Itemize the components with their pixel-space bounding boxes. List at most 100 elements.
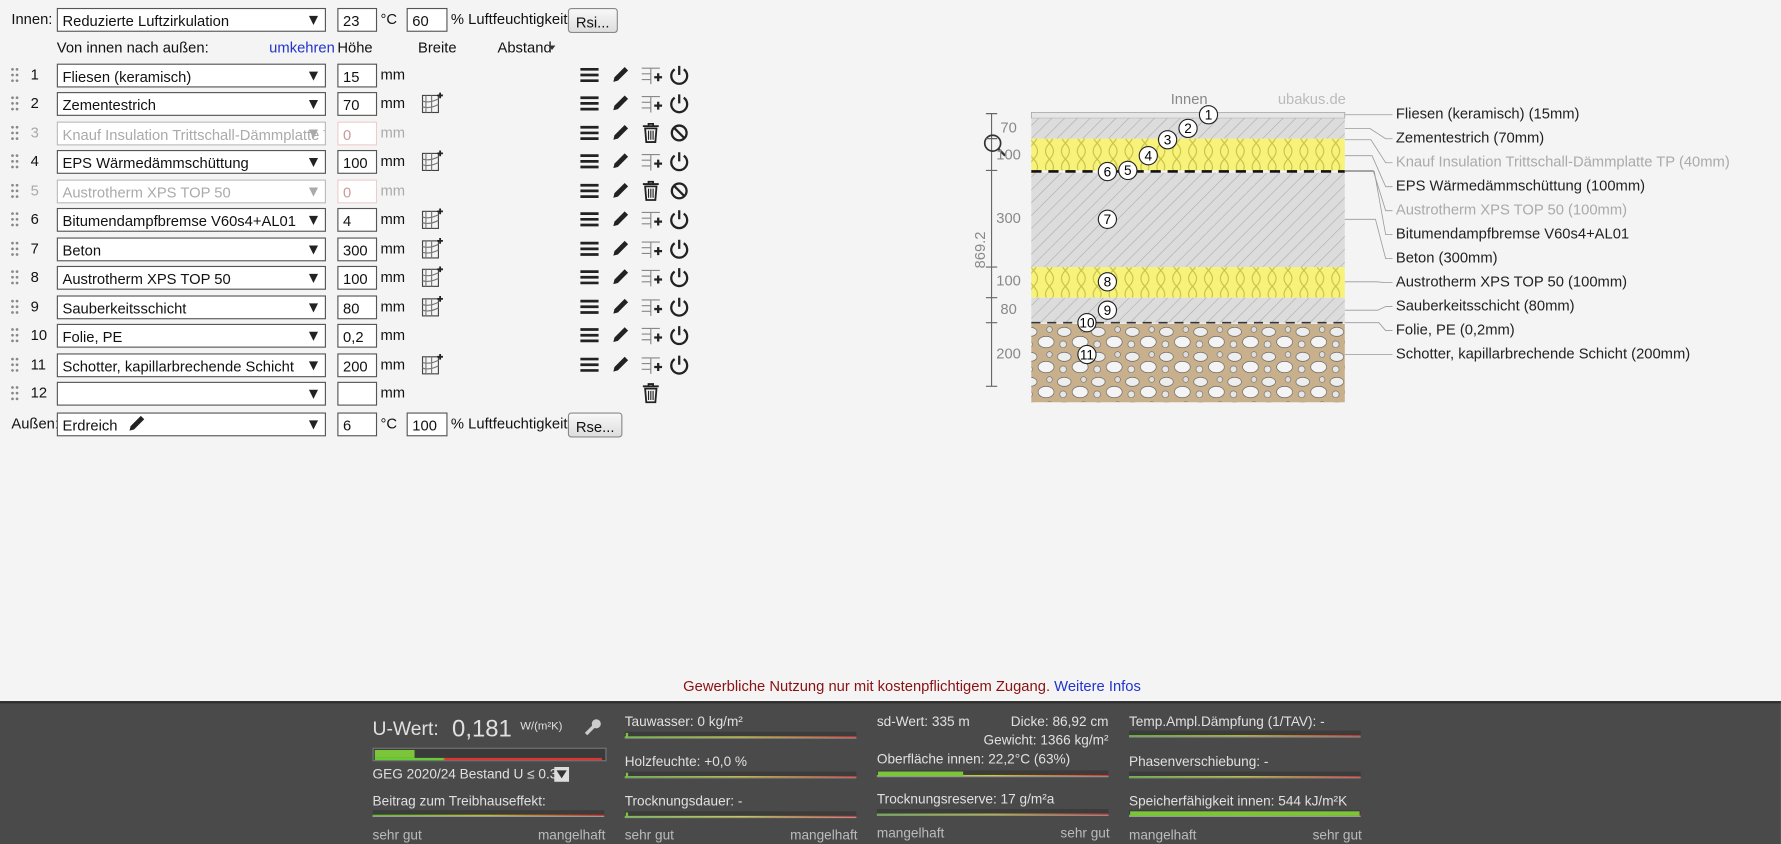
drag-handle[interactable] — [3, 324, 26, 347]
edit-button[interactable] — [609, 353, 632, 376]
layer-menu[interactable] — [578, 121, 601, 144]
layer-material[interactable]: Knauf Insulation Trittschall-Dämmplatte … — [56, 121, 326, 146]
layer-material[interactable]: Fliesen (keramisch) — [56, 63, 326, 88]
drag-handle[interactable] — [3, 121, 26, 144]
add-sublayer-button[interactable] — [639, 64, 663, 87]
pattern-button[interactable] — [420, 93, 443, 116]
outside-humidity[interactable]: 100 — [406, 412, 448, 437]
layer-thickness[interactable]: 300 — [337, 237, 378, 261]
add-sublayer-button[interactable] — [639, 266, 663, 289]
drag-handle[interactable] — [3, 93, 26, 116]
layer-thickness[interactable]: 70 — [337, 92, 378, 117]
layer-thickness[interactable]: 0 — [337, 121, 378, 146]
toggle-button[interactable] — [668, 93, 691, 116]
inside-humidity[interactable]: 60 — [406, 7, 448, 32]
layer-thickness[interactable]: 100 — [337, 266, 378, 290]
layer-menu[interactable] — [578, 324, 601, 347]
layer-thickness[interactable]: 80 — [337, 294, 378, 319]
toggle-button[interactable] — [668, 208, 691, 231]
toggle-button[interactable] — [668, 295, 691, 318]
layer-material[interactable]: Folie, PE — [56, 323, 326, 348]
layer-material[interactable] — [56, 381, 326, 406]
add-sublayer-button[interactable] — [639, 208, 663, 231]
zoom-icon[interactable] — [983, 134, 1002, 152]
edit-button[interactable] — [609, 208, 632, 231]
toggle-button[interactable] — [668, 353, 691, 376]
reverse-link[interactable]: umkehren — [269, 38, 335, 56]
edit-button[interactable] — [609, 121, 632, 144]
disabled-button[interactable] — [668, 121, 691, 144]
outside-climate[interactable]: Erdreich — [56, 412, 326, 437]
inside-temp[interactable]: 23 — [337, 7, 378, 32]
outside-temp[interactable]: 6 — [337, 412, 378, 437]
more-info-link[interactable]: Weitere Infos — [1054, 677, 1141, 695]
add-sublayer-button[interactable] — [639, 295, 663, 318]
pattern-button[interactable] — [420, 237, 443, 260]
toggle-button[interactable] — [668, 266, 691, 289]
layer-thickness[interactable]: 200 — [337, 352, 378, 377]
edit-button[interactable] — [609, 150, 632, 173]
layer-menu[interactable] — [578, 93, 601, 116]
pattern-button[interactable] — [420, 295, 443, 318]
toggle-button[interactable] — [668, 150, 691, 173]
layer-thickness[interactable]: 15 — [337, 63, 378, 88]
layer-material[interactable]: Beton — [56, 237, 326, 261]
layer-thickness[interactable]: 4 — [337, 208, 378, 233]
toggle-button[interactable] — [668, 64, 691, 87]
layer-menu[interactable] — [578, 179, 601, 202]
layer-menu[interactable] — [578, 64, 601, 87]
layer-thickness[interactable]: 100 — [337, 150, 378, 175]
layer-material[interactable]: Bitumendampfbremse V60s4+AL01 — [56, 208, 326, 233]
layer-material[interactable]: Sauberkeitsschicht — [56, 294, 326, 319]
layer-menu[interactable] — [578, 208, 601, 231]
drag-handle[interactable] — [3, 382, 26, 405]
add-sublayer-button[interactable] — [639, 93, 663, 116]
layer-thickness[interactable] — [337, 381, 378, 406]
drag-handle[interactable] — [3, 150, 26, 173]
drag-handle[interactable] — [3, 64, 26, 87]
layer-menu[interactable] — [578, 353, 601, 376]
rse-button[interactable]: Rse... — [567, 412, 623, 438]
drag-handle[interactable] — [3, 208, 26, 231]
add-sublayer-button[interactable] — [639, 237, 663, 260]
delete-button[interactable] — [639, 382, 662, 405]
pattern-button[interactable] — [420, 266, 443, 289]
toggle-button[interactable] — [668, 324, 691, 347]
layer-menu[interactable] — [578, 295, 601, 318]
layer-thickness[interactable]: 0 — [337, 179, 378, 204]
pattern-button[interactable] — [420, 353, 443, 376]
drag-handle[interactable] — [3, 179, 26, 202]
drag-handle[interactable] — [3, 353, 26, 376]
layer-material[interactable]: Austrotherm XPS TOP 50 — [56, 179, 326, 204]
edit-button[interactable] — [609, 179, 632, 202]
inside-climate[interactable]: Reduzierte Luftzirkulation — [56, 7, 326, 32]
layer-material[interactable]: Schotter, kapillarbrechende Schicht — [56, 352, 326, 377]
add-sublayer-button[interactable] — [639, 353, 663, 376]
standard-dropdown[interactable] — [554, 767, 570, 782]
delete-button[interactable] — [639, 179, 662, 202]
settings-button[interactable] — [582, 716, 605, 739]
rsi-button[interactable]: Rsi... — [567, 7, 618, 33]
drag-handle[interactable] — [3, 266, 26, 289]
outside-edit-button[interactable] — [125, 412, 148, 435]
layer-menu[interactable] — [578, 237, 601, 260]
toggle-button[interactable] — [668, 237, 691, 260]
layer-menu[interactable] — [578, 150, 601, 173]
pattern-button[interactable] — [420, 150, 443, 173]
layer-material[interactable]: Zementestrich — [56, 92, 326, 117]
pattern-button[interactable] — [420, 208, 443, 231]
disabled-button[interactable] — [668, 179, 691, 202]
layer-material[interactable]: EPS Wärmedämmschüttung — [56, 150, 326, 175]
layer-material[interactable]: Austrotherm XPS TOP 50 — [56, 266, 326, 290]
drag-handle[interactable] — [3, 237, 26, 260]
spacing-label[interactable]: Abstand — [497, 38, 552, 56]
edit-button[interactable] — [609, 295, 632, 318]
layer-menu[interactable] — [578, 266, 601, 289]
edit-button[interactable] — [609, 266, 632, 289]
delete-button[interactable] — [639, 121, 662, 144]
add-sublayer-button[interactable] — [639, 324, 663, 347]
edit-button[interactable] — [609, 93, 632, 116]
layer-thickness[interactable]: 0,2 — [337, 323, 378, 348]
edit-button[interactable] — [609, 237, 632, 260]
edit-button[interactable] — [609, 324, 632, 347]
